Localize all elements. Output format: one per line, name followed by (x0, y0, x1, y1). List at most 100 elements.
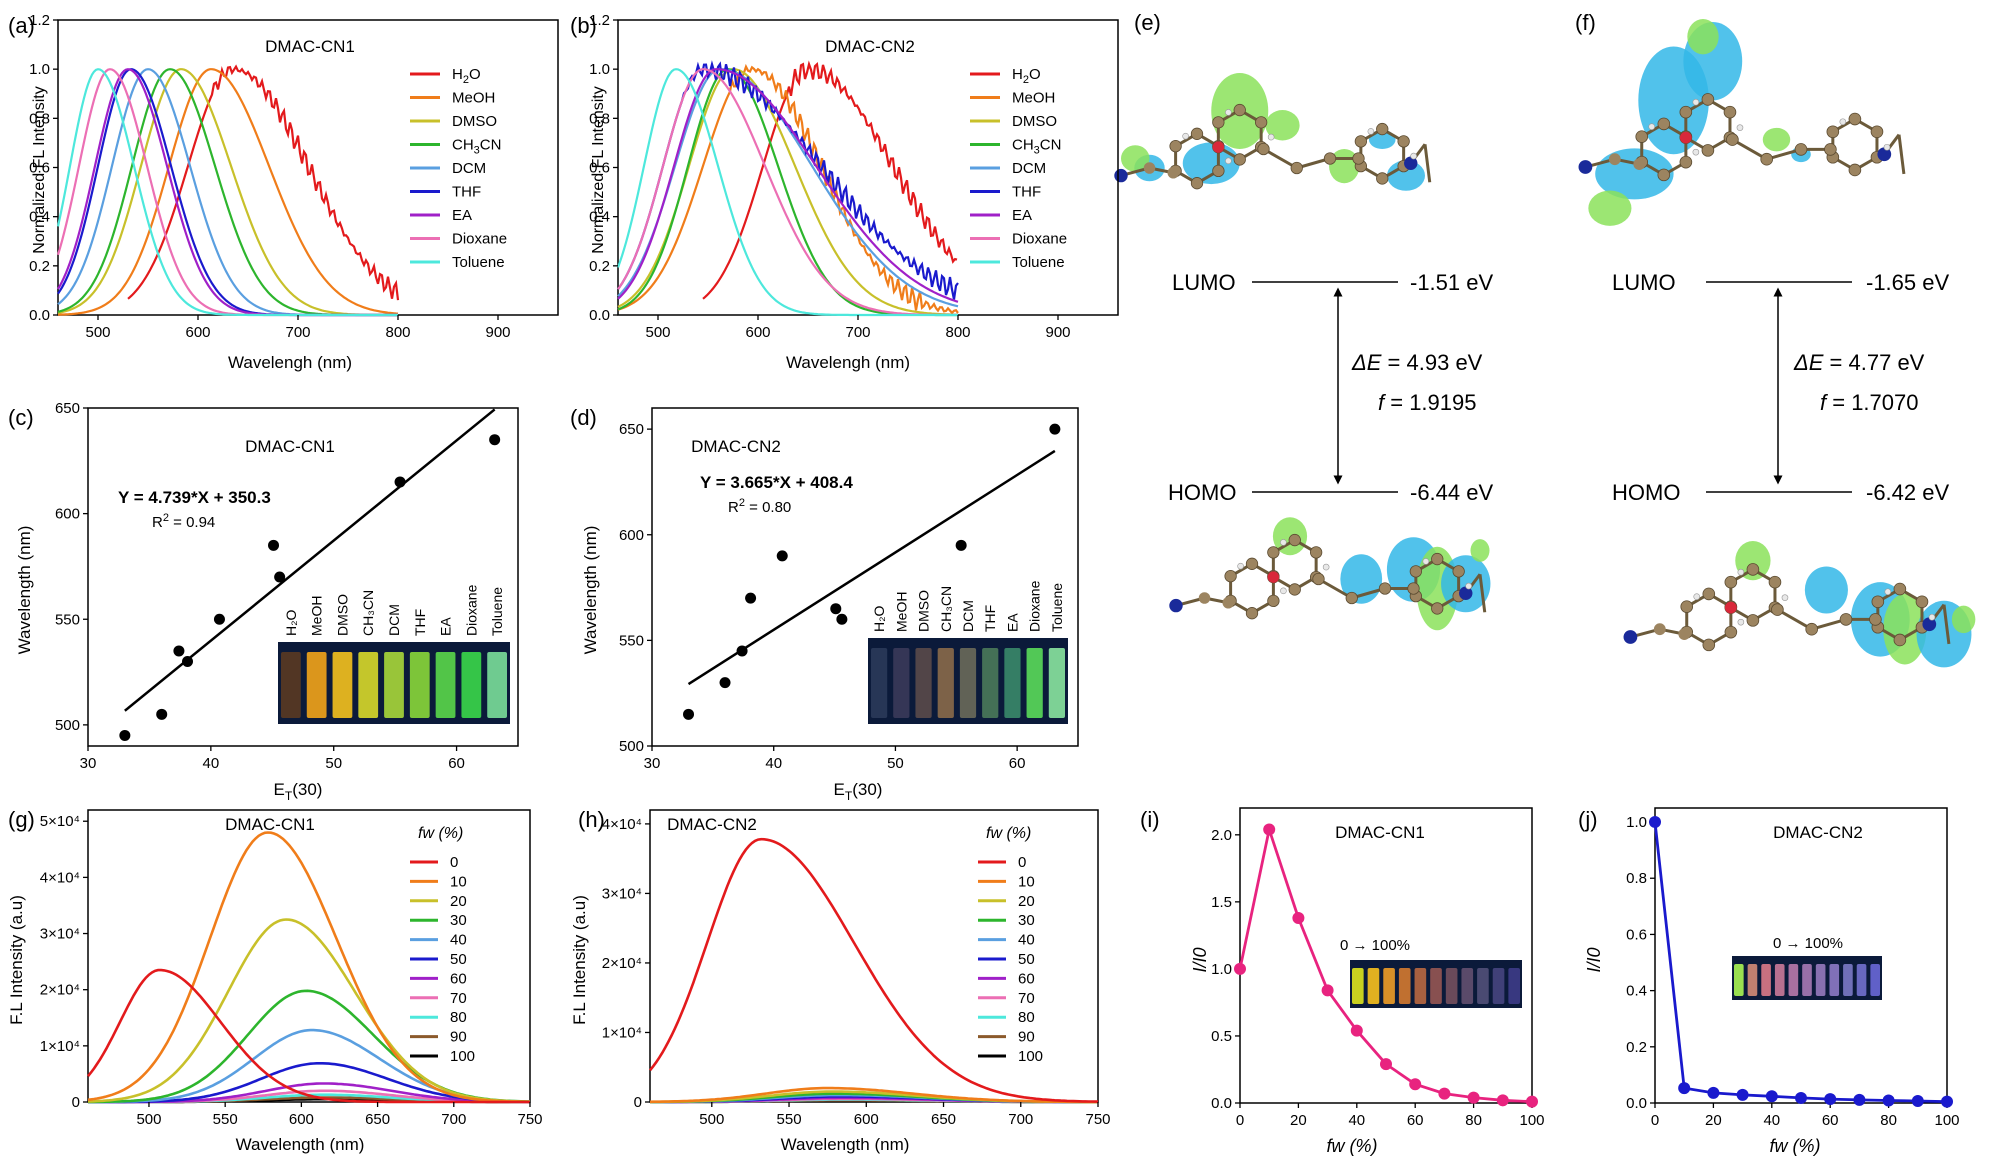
orbital-lobe (1951, 605, 1976, 634)
panel-i-vial (1414, 968, 1427, 1004)
carbon-atom (1376, 122, 1389, 136)
panel-d-vial (1026, 648, 1043, 718)
panel-b-ytick-label: 0.4 (589, 209, 610, 226)
bond (1897, 134, 1906, 175)
panel-c-label: (c) (8, 405, 34, 430)
bond (1423, 144, 1432, 183)
panel-i-data-point (1321, 984, 1334, 997)
panel-b-legend-label: Dioxane (1012, 231, 1067, 248)
panel-d-vial-label: Toluene (1049, 583, 1065, 632)
panel-d-vial (915, 648, 932, 718)
panel-h-legend-label: 30 (1018, 912, 1035, 929)
panel-b-xtick-label: 800 (945, 324, 970, 341)
panel-i-ytick-label: 1.5 (1211, 894, 1232, 911)
panel-j-ytick-label: 0.2 (1626, 1039, 1647, 1056)
nitrogen-atom (1114, 168, 1128, 183)
panel-a-legend-label: CH3CN (452, 137, 501, 157)
panel-d-data-point (776, 550, 788, 562)
panel-d-vial (871, 648, 888, 718)
panel-c-vial (281, 652, 301, 718)
panel-j: (j) DMAC-CN2 0 → 100% fw (%) I/I0 (1578, 807, 1863, 1156)
carbon-atom (1212, 164, 1225, 178)
carbon-atom (1431, 552, 1444, 566)
panel-e-homo-orbital (1169, 517, 1491, 631)
orbital-lobe (1588, 190, 1632, 226)
bond (1776, 608, 1813, 631)
panel-j-ytick-label: 0.6 (1626, 926, 1647, 943)
panel-b-ytick-label: 1.0 (589, 61, 610, 78)
carbon-atom (1678, 628, 1691, 640)
panel-c-data-point (268, 539, 280, 551)
carbon-atom (1245, 607, 1259, 620)
panel-h-legend-title: fw (%) (986, 825, 1031, 842)
carbon-atom (1288, 533, 1301, 547)
hydrogen-atom (1422, 558, 1430, 565)
panel-a-legend-label: MeOH (452, 90, 495, 107)
panel-j-data-point (1765, 1090, 1778, 1103)
nitrogen-atom (1578, 160, 1593, 174)
panel-c-data-point (182, 656, 194, 667)
panel-d-data-point (683, 708, 695, 720)
panel-h-xtick-label: 700 (1008, 1111, 1033, 1128)
panel-d-vial (982, 648, 999, 718)
panel-i-xtick-label: 100 (1519, 1112, 1544, 1129)
carbon-atom (1212, 116, 1225, 129)
panel-a-ytick-label: 0.6 (29, 160, 50, 177)
panel-c-ytick-label: 600 (55, 506, 80, 523)
panel-j-plot-frame (1654, 807, 1948, 1104)
carbon-atom (1352, 152, 1365, 165)
panel-h-title: DMAC-CN2 (667, 815, 757, 834)
carbon-atom (1290, 161, 1303, 175)
panel-a-legend-label: H2O (452, 66, 481, 86)
panel-h-xlabel: Wavelength (nm) (781, 1135, 910, 1154)
panel-j-vial (1843, 964, 1853, 996)
panel-d-vial-label: CH₃CN (938, 586, 954, 632)
panel-d-xtick-label: 40 (765, 755, 782, 772)
panel-j-data-point (1707, 1086, 1720, 1099)
panel-j-data-point (1882, 1094, 1895, 1107)
panel-j-data-point (1736, 1088, 1749, 1101)
panel-j-ytick-label: 0.0 (1626, 1095, 1647, 1112)
panel-c-data-point (394, 476, 406, 488)
panel-h-series-fw-10 (649, 1086, 1098, 1104)
panel-i-xlabel: fw (%) (1327, 1136, 1378, 1156)
panel-a-series-dmso (57, 68, 398, 317)
panel-d-vial-inset: H₂O MeOH DMSO CH₃CN DCM THF EA Dioxane Toluene (868, 580, 1068, 724)
panel-j-xtick-label: 0 (1651, 1112, 1659, 1129)
hydrogen-atom (1367, 128, 1375, 135)
panel-d-plot-frame (651, 407, 1079, 747)
panel-f-homo-energy: -6.42 eV (1866, 480, 1949, 505)
panel-a-ytick-label: 0.8 (29, 110, 50, 127)
panel-d-vial-label: Dioxane (1027, 580, 1043, 632)
carbon-atom (1409, 565, 1423, 578)
panel-d-equation: Y = 3.665*X + 408.4 (700, 473, 853, 492)
panel-d-r2: R2 = 0.80 (728, 497, 791, 516)
panel-h-ylabel: F.L Intensity (a.u) (570, 895, 589, 1025)
panel-g-xtick-label: 550 (213, 1111, 238, 1128)
panel-h-legend-label: 40 (1018, 932, 1035, 949)
hydrogen-atom (1225, 109, 1232, 116)
panel-e-lumo-energy: -1.51 eV (1410, 270, 1493, 295)
panel-c-vial-label: H₂O (283, 609, 299, 636)
panel-g-ytick-label: 5×10⁴ (40, 813, 80, 830)
panel-c-data-point (489, 434, 501, 446)
panel-i-data-point (1467, 1091, 1480, 1104)
panel-i-data-point (1292, 911, 1305, 924)
panel-j-vial (1788, 964, 1799, 996)
panel-c-xtick-label: 30 (80, 755, 97, 772)
panel-g-legend-title: fw (%) (418, 825, 463, 842)
panel-h-legend-label: 90 (1018, 1029, 1035, 1046)
panel-c-xtick-label: 60 (448, 755, 465, 772)
panel-d-data-point (955, 539, 967, 551)
panel-j-data-point (1678, 1082, 1691, 1095)
panel-g-xtick-label: 750 (517, 1111, 542, 1128)
panel-d-ylabel: Wavelength (nm) (581, 526, 600, 655)
carbon-atom (1245, 557, 1259, 570)
panel-j-label: (j) (1578, 807, 1598, 832)
carbon-atom (1723, 105, 1737, 119)
panel-h-legend-label: 60 (1018, 970, 1035, 987)
panel-d-vial-label: DCM (960, 600, 976, 632)
panel-h-legend-label: 0 (1018, 854, 1026, 871)
panel-i-data-point (1350, 1024, 1363, 1037)
carbon-atom (1746, 563, 1760, 576)
